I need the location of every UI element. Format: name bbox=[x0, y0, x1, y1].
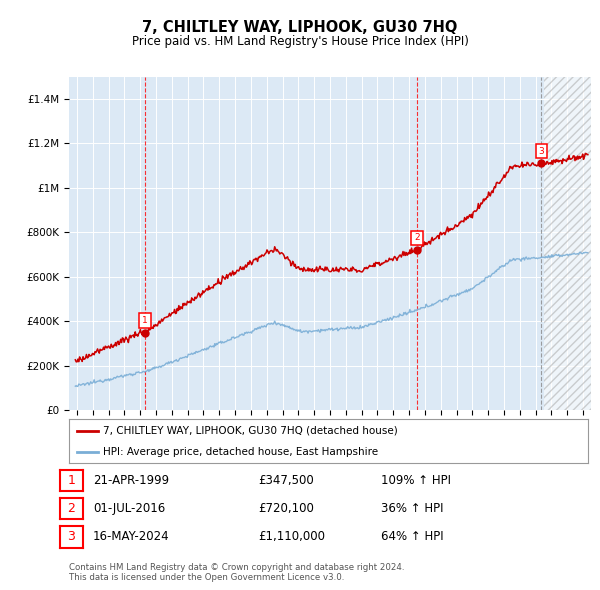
Text: 21-APR-1999: 21-APR-1999 bbox=[93, 474, 169, 487]
Text: Contains HM Land Registry data © Crown copyright and database right 2024.
This d: Contains HM Land Registry data © Crown c… bbox=[69, 563, 404, 582]
Text: 3: 3 bbox=[67, 530, 76, 543]
Text: 2: 2 bbox=[67, 502, 76, 515]
Text: £720,100: £720,100 bbox=[258, 502, 314, 515]
Text: 7, CHILTLEY WAY, LIPHOOK, GU30 7HQ (detached house): 7, CHILTLEY WAY, LIPHOOK, GU30 7HQ (deta… bbox=[103, 426, 397, 436]
Text: 36% ↑ HPI: 36% ↑ HPI bbox=[381, 502, 443, 515]
Text: £347,500: £347,500 bbox=[258, 474, 314, 487]
Text: 7, CHILTLEY WAY, LIPHOOK, GU30 7HQ: 7, CHILTLEY WAY, LIPHOOK, GU30 7HQ bbox=[142, 19, 458, 35]
Text: 3: 3 bbox=[539, 147, 544, 156]
Text: 01-JUL-2016: 01-JUL-2016 bbox=[93, 502, 165, 515]
Text: 16-MAY-2024: 16-MAY-2024 bbox=[93, 530, 170, 543]
Text: 1: 1 bbox=[67, 474, 76, 487]
Text: Price paid vs. HM Land Registry's House Price Index (HPI): Price paid vs. HM Land Registry's House … bbox=[131, 35, 469, 48]
Bar bbox=[544, 77, 591, 410]
Text: £1,110,000: £1,110,000 bbox=[258, 530, 325, 543]
Text: 109% ↑ HPI: 109% ↑ HPI bbox=[381, 474, 451, 487]
Text: 2: 2 bbox=[414, 233, 420, 242]
Text: HPI: Average price, detached house, East Hampshire: HPI: Average price, detached house, East… bbox=[103, 447, 378, 457]
Text: 1: 1 bbox=[142, 316, 148, 325]
Text: 64% ↑ HPI: 64% ↑ HPI bbox=[381, 530, 443, 543]
